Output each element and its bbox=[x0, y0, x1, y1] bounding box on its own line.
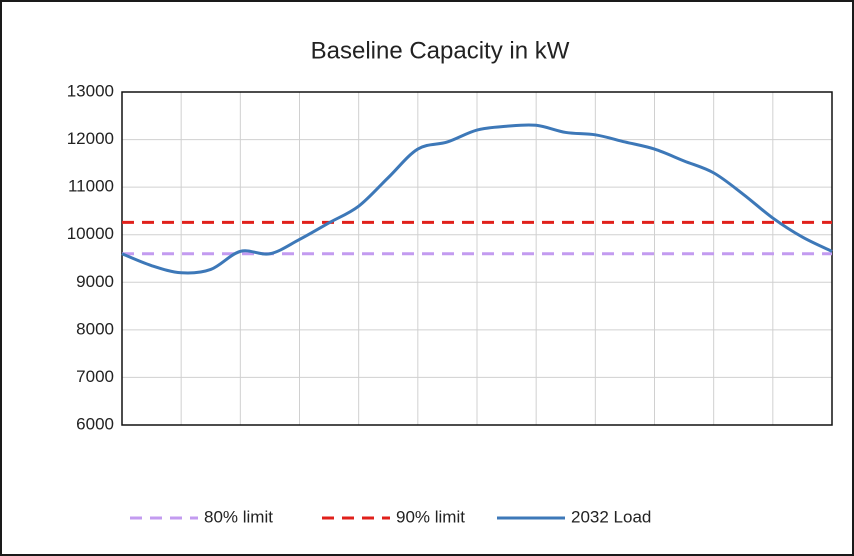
y-tick-label: 13000 bbox=[67, 81, 114, 100]
y-tick-label: 6000 bbox=[76, 414, 114, 433]
series-line bbox=[121, 123, 833, 275]
legend-label: 2032 Load bbox=[571, 507, 651, 526]
chart-title: Baseline Capacity in kW bbox=[311, 37, 570, 64]
y-tick-label: 7000 bbox=[76, 367, 114, 386]
y-tick-label: 11000 bbox=[68, 177, 114, 196]
y-tick-label: 12000 bbox=[67, 129, 114, 148]
legend-label: 90% limit bbox=[396, 507, 465, 526]
plot-border bbox=[121, 91, 833, 426]
legend-label: 80% limit bbox=[204, 507, 273, 526]
y-tick-label: 10000 bbox=[67, 224, 114, 243]
y-tick-label: 9000 bbox=[76, 272, 114, 291]
y-tick-label: 8000 bbox=[76, 319, 114, 338]
